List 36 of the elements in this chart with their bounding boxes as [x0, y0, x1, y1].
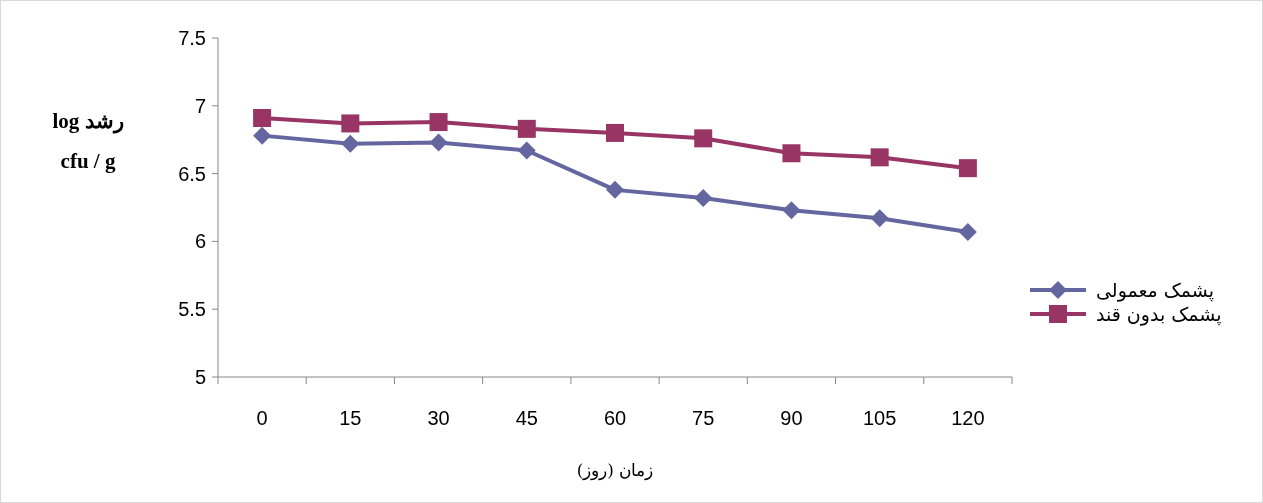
x-tick-label: 90 — [780, 407, 803, 429]
point — [782, 201, 801, 220]
point — [870, 148, 889, 167]
legend-label: پشمک معمولی — [1096, 278, 1215, 302]
point — [253, 109, 272, 127]
x-tick-label: 45 — [515, 407, 538, 429]
point — [517, 141, 536, 160]
point — [782, 144, 801, 163]
y-tick-label: 5 — [194, 366, 206, 388]
point — [958, 159, 977, 178]
point — [606, 123, 624, 142]
x-axis-title: زمان (روز) — [576, 459, 654, 481]
point — [429, 113, 448, 132]
point — [429, 133, 448, 152]
point — [870, 209, 889, 228]
point — [694, 189, 713, 208]
y-tick-label: 7 — [194, 94, 206, 117]
x-tick-label: 0 — [256, 407, 268, 429]
point — [606, 180, 624, 199]
y-tick-label: 6.5 — [178, 162, 206, 185]
point — [341, 114, 360, 133]
point — [253, 126, 272, 145]
x-tick-label: 30 — [427, 407, 450, 429]
legend-label: پشمک بدون قند — [1096, 302, 1222, 326]
point — [694, 129, 713, 148]
point — [517, 119, 536, 138]
x-tick-label: 105 — [862, 407, 897, 429]
point — [958, 222, 977, 241]
x-tick-label: 15 — [339, 407, 362, 429]
x-tick-label: 60 — [603, 407, 627, 429]
y-tick-label: 5.5 — [178, 298, 206, 321]
y-tick-label: 6 — [194, 230, 206, 253]
x-tick-label: 120 — [951, 407, 985, 429]
x-tick-label: 75 — [692, 407, 715, 429]
point — [341, 134, 360, 153]
y-tick-label: 7.5 — [178, 27, 206, 49]
